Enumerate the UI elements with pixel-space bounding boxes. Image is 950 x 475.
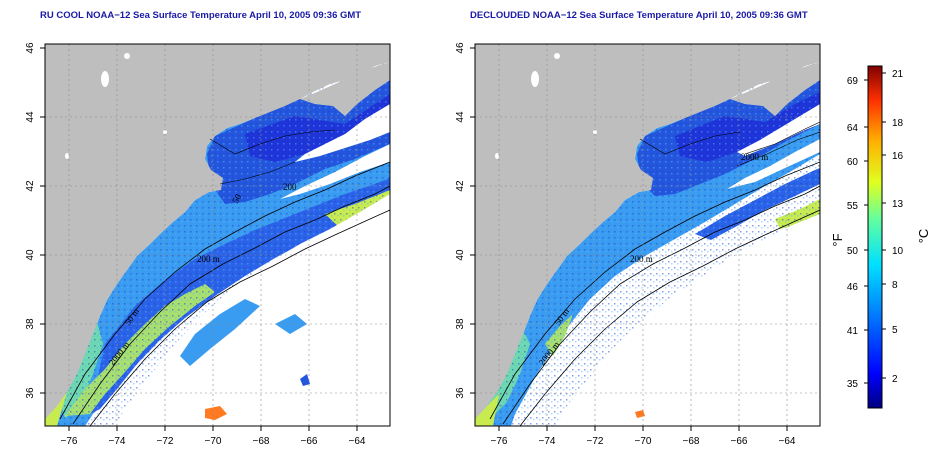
y-tick-label: 42 (25, 180, 36, 192)
colorbar-f-tick: 50 (847, 246, 859, 257)
y-tick-label: 38 (455, 318, 466, 330)
y-tick-label: 46 (455, 42, 466, 54)
colorbar-c-tick: 8 (892, 280, 898, 291)
colorbar-gradient (867, 65, 883, 409)
colorbar-c-tick: 10 (892, 246, 904, 257)
colorbar-f-tick: 64 (847, 123, 859, 134)
x-tick-label: −64 (779, 436, 796, 447)
x-tick-label: −70 (635, 436, 652, 447)
colorbar: 69 64 60 55 50 46 41 35 21 18 16 13 10 8… (830, 65, 931, 409)
y-tick-label: 44 (25, 111, 36, 123)
contour-label-2000m-ne: 2000 m (741, 152, 768, 162)
fahrenheit-unit-label: °F (830, 233, 845, 246)
colorbar-c-tick: 18 (892, 118, 904, 129)
left-panel-title: RU COOL NOAA−12 Sea Surface Temperature … (40, 10, 362, 21)
colorbar-c-tick: 5 (892, 325, 898, 336)
y-tick-label: 44 (455, 111, 466, 123)
celsius-unit-label: °C (916, 229, 931, 244)
x-tick-label: −76 (491, 436, 508, 447)
x-tick-label: −76 (61, 436, 78, 447)
x-tick-label: −64 (349, 436, 366, 447)
x-tick-label: −68 (253, 436, 270, 447)
contour-label-200: 200 (283, 182, 297, 192)
contour-label-200m: 200 m (630, 254, 653, 264)
y-tick-label: 42 (455, 180, 466, 192)
colorbar-f-tick: 41 (847, 326, 859, 337)
contour-label-200m: 200 m (197, 254, 220, 264)
y-tick-label: 36 (455, 387, 466, 399)
colorbar-c-tick: 13 (892, 199, 904, 210)
x-tick-label: −74 (539, 436, 556, 447)
colorbar-f-tick: 46 (847, 282, 859, 293)
colorbar-c-tick: 2 (892, 374, 898, 385)
colorbar-f-tick: 35 (847, 379, 859, 390)
x-tick-label: −70 (205, 436, 222, 447)
colorbar-c-tick: 21 (892, 69, 904, 80)
colorbar-f-tick: 60 (847, 157, 859, 168)
left-map: 50 m 200 m 2000 m 200 50 (25, 42, 391, 447)
right-map: 50 m 200 m 2000 m 2000 m (455, 42, 821, 447)
x-tick-label: −74 (109, 436, 126, 447)
colorbar-f-tick: 55 (847, 201, 859, 212)
x-tick-label: −72 (587, 436, 604, 447)
y-tick-label: 38 (25, 318, 36, 330)
x-tick-label: −72 (157, 436, 174, 447)
y-tick-label: 40 (455, 249, 466, 261)
x-tick-label: −66 (301, 436, 318, 447)
y-tick-label: 46 (25, 42, 36, 54)
y-tick-label: 40 (25, 249, 36, 261)
colorbar-c-tick: 16 (892, 151, 904, 162)
right-panel-title: DECLOUDED NOAA−12 Sea Surface Temperatur… (470, 10, 808, 21)
x-tick-label: −68 (683, 436, 700, 447)
y-tick-label: 36 (25, 387, 36, 399)
x-tick-label: −66 (731, 436, 748, 447)
colorbar-f-tick: 69 (847, 76, 859, 87)
